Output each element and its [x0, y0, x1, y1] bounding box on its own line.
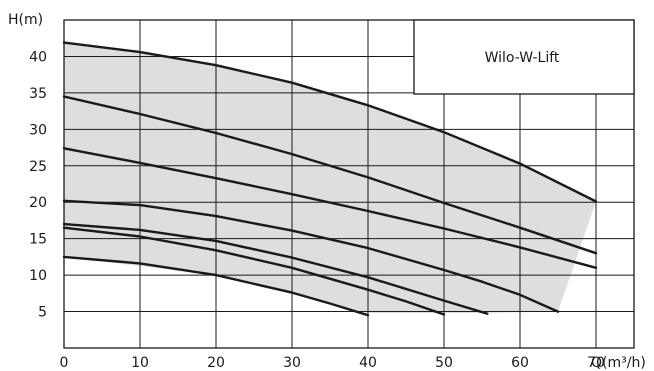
y-tick-label: 10 [29, 268, 47, 284]
y-tick-label: 15 [29, 232, 47, 248]
x-axis-label: Q(m³/h) [591, 355, 646, 371]
x-tick-label: 40 [359, 355, 377, 371]
labels-layer: H(m) Q(m³/h) [8, 12, 646, 371]
legend: Wilo-W-Lift [413, 19, 635, 95]
legend-label: Wilo-W-Lift [485, 50, 560, 66]
x-tick-label: 10 [131, 355, 149, 371]
x-tick-label: 50 [435, 355, 453, 371]
x-tick-label: 20 [207, 355, 225, 371]
pump-curve-1 [62, 41, 598, 203]
y-tick-label: 20 [29, 195, 47, 211]
y-tick-label: 25 [29, 159, 47, 175]
y-axis-label: H(m) [8, 12, 43, 28]
pump-curve-2 [62, 95, 598, 255]
plot-frame [63, 19, 635, 349]
pump-curve-3 [62, 147, 598, 269]
y-tick-label: 30 [29, 122, 47, 138]
legend-box [413, 19, 635, 95]
envelope-layer [64, 42, 596, 313]
pump-curve-6 [62, 226, 446, 316]
series-layer [62, 41, 598, 317]
y-tick-label: 35 [29, 86, 47, 102]
y-tick-label: 40 [29, 49, 47, 65]
x-tick-label: 0 [60, 355, 69, 371]
pump-curve-5 [62, 222, 489, 315]
axes-layer: 0 10 20 30 40 50 60 70 5 10 15 20 25 30 35 40 [29, 19, 635, 371]
x-tick-label: 30 [283, 355, 301, 371]
y-tick-label: 5 [38, 305, 47, 321]
x-tick-label: 70 [587, 355, 605, 371]
x-tick-label: 60 [511, 355, 529, 371]
pump-curve-7 [62, 255, 370, 317]
operating-envelope [64, 42, 596, 313]
pump-curve-4 [62, 199, 560, 313]
